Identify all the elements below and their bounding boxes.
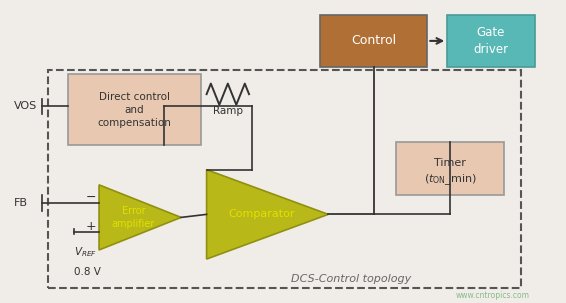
Text: Comparator: Comparator [228, 209, 294, 219]
Text: Error
amplifier: Error amplifier [112, 206, 155, 228]
Text: $(t_{\mathregular{ON}}$_min): $(t_{\mathregular{ON}}$_min) [423, 172, 477, 187]
Text: $V_{REF}$: $V_{REF}$ [74, 245, 97, 259]
Text: Gate
driver: Gate driver [473, 26, 509, 56]
Bar [320, 15, 427, 67]
Polygon shape [207, 170, 328, 259]
Text: Ramp: Ramp [213, 106, 243, 116]
Text: DCS-Control topology: DCS-Control topology [291, 274, 411, 284]
Polygon shape [99, 185, 181, 250]
Bar [447, 15, 535, 67]
Bar [68, 74, 201, 145]
Text: Direct control
and
compensation: Direct control and compensation [97, 92, 171, 128]
Text: Control: Control [351, 35, 396, 47]
Text: VOS: VOS [14, 101, 37, 111]
Text: −: − [85, 191, 96, 204]
Text: FB: FB [14, 198, 28, 208]
Text: +: + [85, 220, 96, 233]
Text: www.cntropics.com: www.cntropics.com [456, 291, 529, 300]
Text: Timer: Timer [434, 158, 466, 168]
Bar [396, 142, 504, 195]
Text: 0.8 V: 0.8 V [74, 267, 100, 277]
